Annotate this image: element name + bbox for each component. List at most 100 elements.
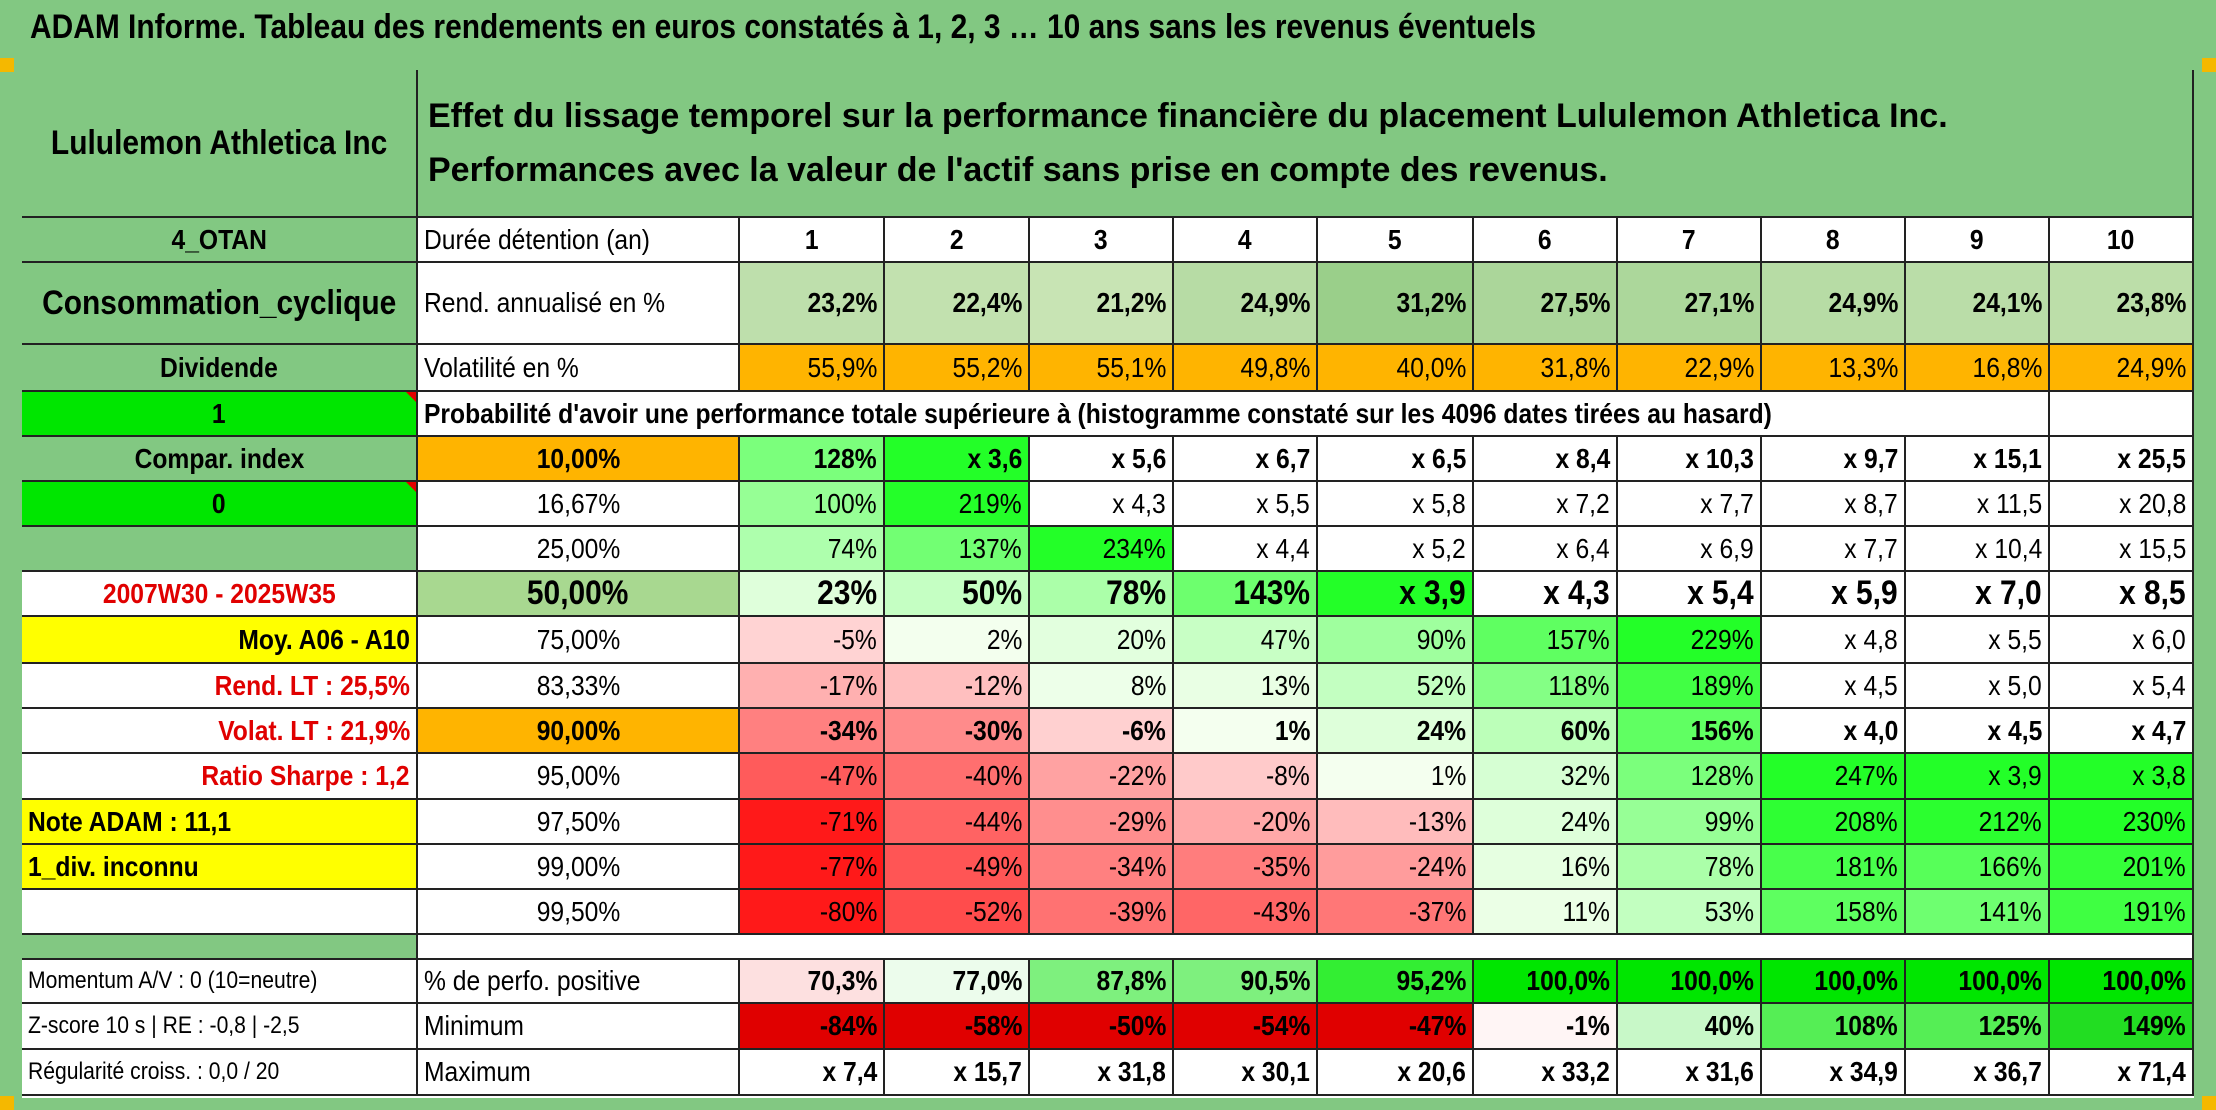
quantile-value: 166% [1906,845,2050,890]
quantile-value: 100% [740,482,885,527]
quantile-value: 1% [1318,754,1474,800]
quantile-value: x 7,2 [1474,482,1618,527]
average-label-text: Moy. A06 - A10 [238,623,410,655]
description-cell: Effet du lissage temporel sur la perform… [418,70,2194,218]
quantile-value-text: 99% [1704,805,1754,837]
duration-label-text: Durée détention (an) [424,223,651,255]
quantile-value: x 4,0 [1762,709,1906,754]
quantile-value-text: -17% [819,669,877,701]
quantile-value-text: -22% [1108,760,1166,791]
positive-perf-value-text: 100,0% [1958,965,2042,996]
quantile-value: -80% [740,890,885,935]
rend-value: 22,4% [885,263,1030,345]
quantile-value-text: x 3,6 [967,442,1022,474]
quantile-value: x 6,9 [1618,527,1762,572]
company-name-text: Lululemon Athletica Inc [50,123,388,162]
minimum-value: -50% [1030,1004,1174,1050]
minimum-value-text: 108% [1834,1010,1898,1041]
quantile-value: 208% [1762,800,1906,845]
positive-perf-value: 100,0% [1474,960,1618,1004]
quantile-value: -24% [1318,845,1474,890]
vol-value: 24,9% [2050,345,2194,392]
quantile-value-text: 60% [1560,714,1610,746]
quantile-value: x 8,5 [2050,572,2194,617]
quantile-value-text: -13% [1408,805,1466,837]
quantile-value: x 7,0 [1906,572,2050,617]
quantile-value-text: x 4,7 [2131,714,2186,746]
quantile-value: 16% [1474,845,1618,890]
quantile-value-text: 13% [1260,669,1310,701]
rend-value: 27,1% [1618,263,1762,345]
zscore-label-text: Z-score 10 s | RE : -0,8 | -2,5 [28,1012,300,1039]
rend-label: Rend. annualisé en % [418,263,740,345]
quantile-value: x 4,4 [1174,527,1318,572]
quantile-value-text: 158% [1834,895,1898,927]
quantile-value-text: -5% [833,623,877,655]
quantile-value: 23% [740,572,885,617]
minimum-value-text: -84% [819,1010,877,1041]
minimum-label: Minimum [418,1004,740,1050]
rend-value-text: 22,4% [952,287,1022,318]
quantile-value-text: x 10,4 [1974,532,2042,564]
quantile-value: 78% [1030,572,1174,617]
quantile-value: -20% [1174,800,1318,845]
maximum-value-text: x 7,4 [822,1056,877,1087]
quantile-value-text: 50% [962,574,1022,612]
description-cell-text: Effet du lissage temporel sur la perform… [428,97,1948,189]
year-header: 2 [885,218,1030,263]
positive-perf-value-text: 100,0% [2102,965,2186,996]
quantile-value: 32% [1474,754,1618,800]
rend-lt-label: Rend. LT : 25,5% [22,664,418,709]
probability-title-text: Probabilité d'avoir une performance tota… [424,397,1772,429]
quantile-value-text: x 8,4 [1555,442,1610,474]
quantile-value-text: 181% [1834,850,1898,882]
quantile-value: 128% [1618,754,1762,800]
quantile-value: x 5,4 [2050,664,2194,709]
year-header: 9 [1906,218,2050,263]
dividend-label: Dividende [22,345,418,392]
quantile-value: -40% [885,754,1030,800]
percentile-label-text: 95,00% [536,760,620,791]
quantile-value: -49% [885,845,1030,890]
quantile-value-text: 78% [1106,574,1166,612]
rend-value-text: 27,5% [1540,287,1610,318]
positive-perf-value: 87,8% [1030,960,1174,1004]
maximum-value: x 34,9 [1762,1050,1906,1096]
quantile-value: x 5,0 [1906,664,2050,709]
vol-value-text: 49,8% [1240,351,1310,383]
minimum-value: -84% [740,1004,885,1050]
maximum-label-text: Maximum [424,1056,531,1087]
quantile-value: 141% [1906,890,2050,935]
quantile-value: -52% [885,890,1030,935]
quantile-value-text: 24% [1416,714,1466,746]
quantile-value-text: -24% [1408,850,1466,882]
quantile-value-text: -77% [819,850,877,882]
minimum-value-text: -1% [1566,1010,1610,1041]
quantile-value-text: x 15,1 [1973,442,2042,474]
quantile-value-text: 166% [1978,850,2042,882]
quantile-value: 8% [1030,664,1174,709]
rend-value: 24,1% [1906,263,2050,345]
minimum-value: -58% [885,1004,1030,1050]
maximum-value-text: x 34,9 [1829,1056,1898,1087]
quantile-value-text: -8% [1266,760,1310,791]
percentile-label: 99,50% [418,890,740,935]
rend-value: 27,5% [1474,263,1618,345]
rend-value: 23,2% [740,263,885,345]
minimum-value-text: 125% [1978,1010,2042,1041]
maximum-value-text: x 36,7 [1973,1056,2042,1087]
minimum-value: 40% [1618,1004,1762,1050]
rend-value-text: 24,1% [1972,287,2042,318]
maximum-value-text: x 30,1 [1241,1056,1310,1087]
quantile-value-text: x 5,6 [1111,442,1166,474]
maximum-value-text: x 15,7 [953,1056,1022,1087]
quantile-value: -22% [1030,754,1174,800]
year-header-text: 5 [1388,223,1402,255]
minimum-value-text: -47% [1408,1010,1466,1041]
probability-title: Probabilité d'avoir une performance tota… [418,392,2050,437]
positive-perf-value-text: 77,0% [952,965,1022,996]
maximum-value: x 31,6 [1618,1050,1762,1096]
average-label: Moy. A06 - A10 [22,617,418,664]
rend-value: 23,8% [2050,263,2194,345]
quantile-value-text: -40% [964,760,1022,791]
